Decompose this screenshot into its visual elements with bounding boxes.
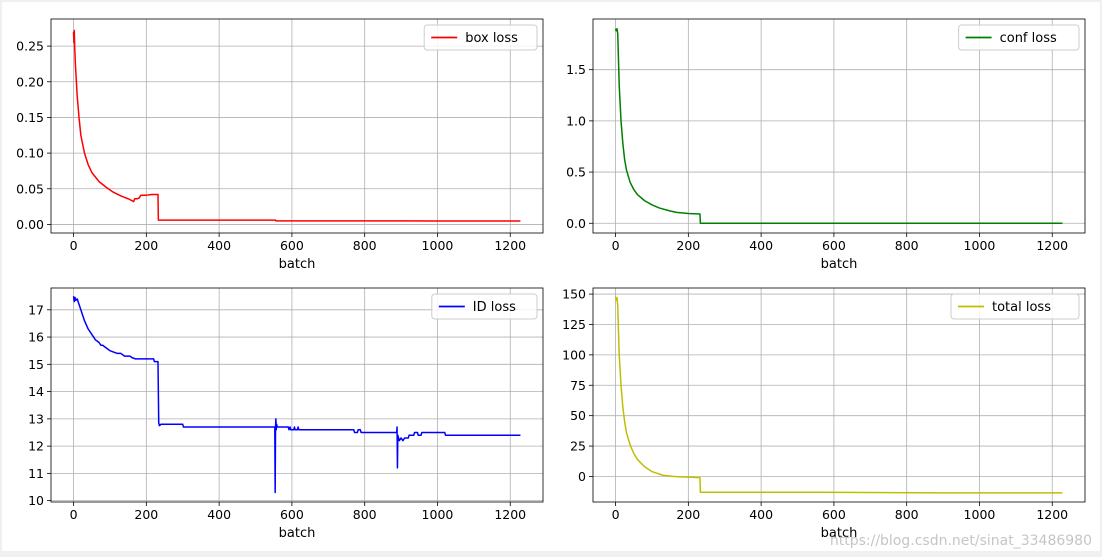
y-tick-label: 0.15: [16, 110, 44, 125]
series-line-box-loss: [72, 29, 521, 222]
x-tick-label: 0: [612, 238, 620, 253]
legend-label: conf loss: [1000, 31, 1057, 46]
y-tick-label: 0.20: [16, 74, 44, 89]
series-line-conf-loss: [614, 27, 1063, 225]
y-tick-label: 150: [562, 287, 586, 302]
x-axis-label: batch: [279, 526, 316, 541]
legend: ID loss: [431, 293, 538, 320]
x-axis-label: batch: [279, 257, 316, 272]
chart-panel-3: 0 200 400 600 800 1000 1200 10 11 12 13 14 15 16 17 bat…: [28, 287, 544, 541]
y-tick-label: 1.5: [566, 62, 586, 77]
legend-label: box loss: [465, 31, 518, 46]
y-tick-label: 10: [28, 493, 44, 508]
x-tick-label: 1000: [964, 507, 996, 522]
y-tick-label: 16: [28, 330, 44, 345]
axes-frame: [592, 287, 1086, 503]
y-tick-label: 50: [570, 408, 586, 423]
legend-box: [423, 24, 538, 51]
x-tick-label: 0: [70, 238, 78, 253]
x-tick-label: 600: [280, 507, 304, 522]
y-tick-label: 25: [570, 439, 586, 454]
legend-box: [950, 293, 1080, 320]
y-tick-label: 0.00: [16, 217, 44, 232]
x-tick-label: 800: [353, 507, 377, 522]
axes-frame: [592, 18, 1086, 234]
legend: conf loss: [958, 24, 1080, 51]
y-tick-label: 1.0: [566, 113, 586, 128]
y-tick-label: 0: [578, 469, 586, 484]
x-tick-label: 1000: [964, 238, 996, 253]
chart-panel-2: 0 200 400 600 800 1000 1200 0.0 0.5 1.0 1.5 batch co…: [566, 18, 1086, 272]
x-tick-label: 600: [280, 238, 304, 253]
series-line-ID-loss: [72, 296, 521, 494]
x-tick-label: 400: [207, 507, 231, 522]
y-tick-label: 13: [28, 411, 44, 426]
y-tick-label: 11: [28, 466, 44, 481]
x-tick-label: 200: [676, 238, 700, 253]
x-axis-label: batch: [821, 526, 858, 541]
x-tick-label: 1200: [494, 238, 526, 253]
x-tick-label: 1200: [494, 507, 526, 522]
x-tick-label: 200: [676, 507, 700, 522]
axes-frame: [50, 287, 544, 503]
x-tick-label: 800: [895, 238, 919, 253]
x-tick-label: 400: [207, 238, 231, 253]
watermark-text: https://blog.csdn.net/sinat_33486980: [829, 533, 1092, 549]
legend: total loss: [950, 293, 1080, 320]
x-tick-label: 1200: [1036, 238, 1068, 253]
y-tick-label: 75: [570, 378, 586, 393]
x-tick-label: 400: [749, 507, 773, 522]
x-tick-label: 0: [70, 507, 78, 522]
y-tick-label: 17: [28, 302, 44, 317]
chart-panel-4: 0 200 400 600 800 1000 1200 0 25 50 75 100 125 150 bat…: [562, 287, 1086, 541]
y-tick-label: 12: [28, 439, 44, 454]
legend-label: ID loss: [473, 300, 516, 315]
chart-panel-1: 0 200 400 600 800 1000 1200 0.00 0.05 0.10 0.15 0.2…: [16, 18, 544, 272]
y-tick-label: 15: [28, 357, 44, 372]
y-tick-label: 0.05: [16, 181, 44, 196]
x-tick-label: 1000: [422, 238, 454, 253]
y-tick-label: 14: [28, 384, 44, 399]
x-tick-label: 400: [749, 238, 773, 253]
x-tick-label: 800: [353, 238, 377, 253]
x-tick-label: 200: [134, 238, 158, 253]
y-tick-label: 0.10: [16, 146, 44, 161]
x-tick-label: 1000: [422, 507, 454, 522]
axes-frame: [50, 18, 544, 234]
legend-box: [431, 293, 538, 320]
y-tick-label: 0.25: [16, 39, 44, 54]
y-tick-label: 100: [562, 347, 586, 362]
y-tick-label: 0.5: [566, 165, 586, 180]
x-tick-label: 0: [612, 507, 620, 522]
x-tick-label: 1200: [1036, 507, 1068, 522]
legend: box loss: [423, 24, 538, 51]
x-tick-label: 800: [895, 507, 919, 522]
legend-box: [958, 24, 1080, 51]
x-tick-label: 600: [822, 507, 846, 522]
x-axis-label: batch: [821, 257, 858, 272]
series-line-total-loss: [614, 296, 1063, 494]
y-tick-label: 125: [562, 317, 586, 332]
legend-label: total loss: [992, 300, 1051, 315]
y-tick-label: 0.0: [566, 216, 586, 231]
x-tick-label: 600: [822, 238, 846, 253]
x-tick-label: 200: [134, 507, 158, 522]
